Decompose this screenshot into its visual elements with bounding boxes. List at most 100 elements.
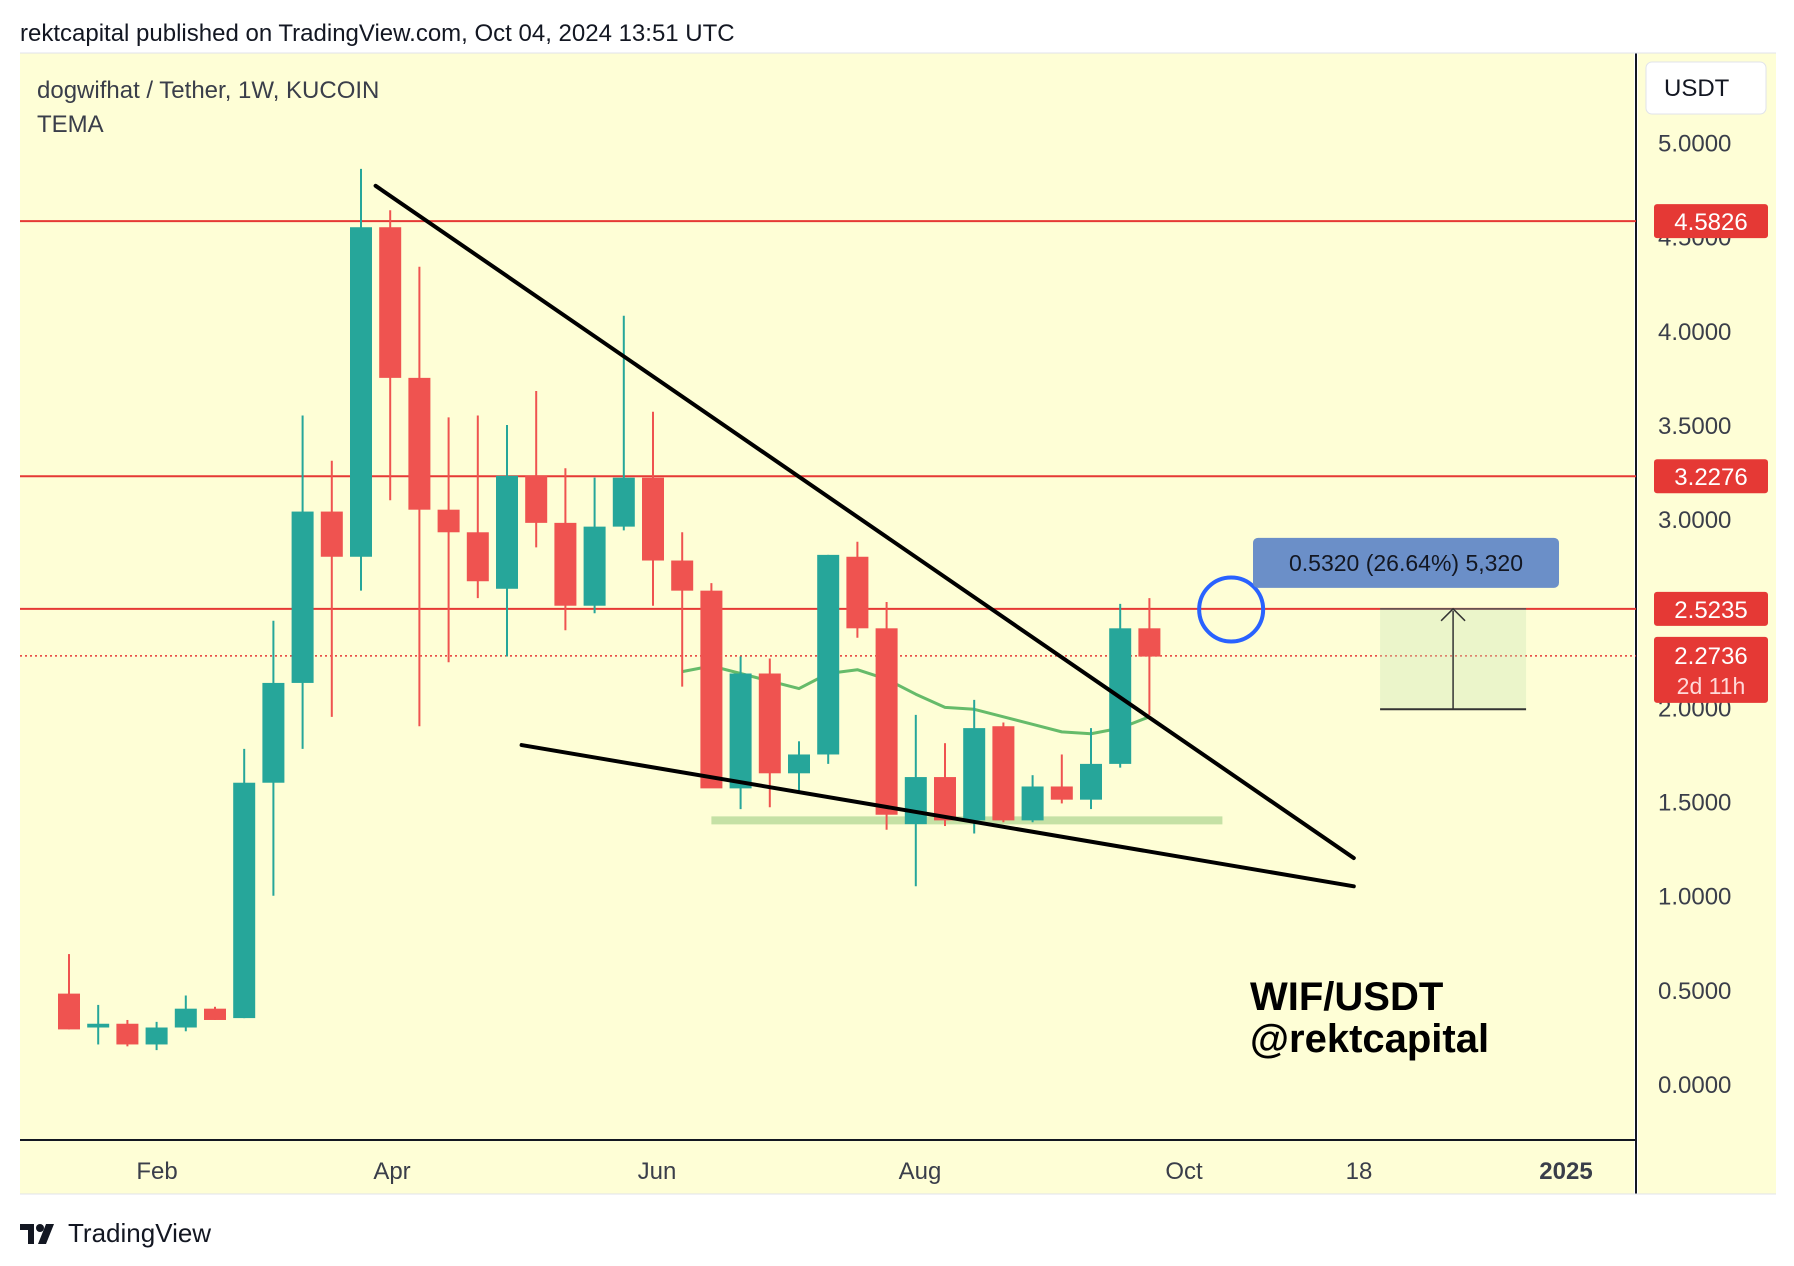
candle-bullish[interactable] xyxy=(963,699,986,834)
y-tick-label: 5.0000 xyxy=(1658,131,1731,158)
y-tick-label: 4.0000 xyxy=(1658,319,1731,346)
candle-body xyxy=(233,782,256,1019)
candle-bullish[interactable] xyxy=(262,620,285,896)
candle-bullish[interactable] xyxy=(729,656,752,810)
y-tick-label: 0.0000 xyxy=(1658,1072,1731,1099)
legend-indicator[interactable]: TEMA xyxy=(37,111,104,138)
candle-bullish[interactable] xyxy=(174,995,197,1032)
y-tick-label: 1.0000 xyxy=(1658,884,1731,911)
candle-body xyxy=(1080,763,1102,800)
level-price-label: 2.5235 xyxy=(1674,597,1747,624)
candle-bullish[interactable] xyxy=(788,741,810,793)
candle-bullish[interactable] xyxy=(350,168,372,591)
candle-body xyxy=(291,511,314,683)
candle-bearish[interactable] xyxy=(116,1019,139,1047)
candle-bullish[interactable] xyxy=(233,748,256,1019)
candle-body xyxy=(350,227,372,557)
measure-label-box xyxy=(1253,537,1559,588)
candle-body xyxy=(934,777,956,821)
candle-body xyxy=(992,726,1015,821)
level-price-label: 4.5826 xyxy=(1674,209,1747,236)
x-tick-label: Aug xyxy=(899,1158,942,1185)
candle-body xyxy=(1138,628,1161,657)
x-tick-label: Apr xyxy=(373,1158,410,1185)
candle-bullish[interactable] xyxy=(496,424,518,657)
tradingview-logo-icon xyxy=(20,1223,54,1244)
candle-body xyxy=(437,509,460,533)
last-price-label: 2.2736 xyxy=(1674,643,1747,670)
candle-body xyxy=(875,628,898,815)
candle-body xyxy=(700,590,723,789)
candle-bullish[interactable] xyxy=(1080,728,1102,810)
candle-bearish[interactable] xyxy=(58,954,80,1030)
currency-button-label[interactable]: USDT xyxy=(1664,75,1730,102)
candle-body xyxy=(1050,786,1073,800)
candle-body xyxy=(846,556,869,629)
candle-bullish[interactable] xyxy=(612,315,635,531)
candle-body xyxy=(554,522,577,606)
watermark-pair: WIF/USDT xyxy=(1250,975,1443,1019)
candle-body xyxy=(1021,786,1044,821)
candle-bearish[interactable] xyxy=(525,391,548,548)
level-price-tag xyxy=(1654,204,1768,239)
level-price-tag xyxy=(1654,459,1768,494)
candle-bearish[interactable] xyxy=(379,210,402,501)
candle-bullish[interactable] xyxy=(1021,775,1044,823)
candle-body xyxy=(788,754,810,774)
x-tick-label: 2025 xyxy=(1539,1158,1592,1185)
candle-body xyxy=(963,728,986,821)
candle-body xyxy=(262,682,285,783)
candle-bullish[interactable] xyxy=(145,1021,168,1051)
candle-bearish[interactable] xyxy=(437,417,460,663)
candle-body xyxy=(174,1008,197,1028)
y-tick-label: 0.5000 xyxy=(1658,978,1731,1005)
candle-body xyxy=(87,1023,110,1028)
watermark-author: @rektcapital xyxy=(1250,1017,1489,1061)
candle-bullish[interactable] xyxy=(1109,603,1132,768)
candle-body xyxy=(758,673,781,774)
last-price-tag xyxy=(1654,636,1768,703)
candle-bearish[interactable] xyxy=(554,468,577,631)
candle-body xyxy=(525,475,548,523)
candle-bearish[interactable] xyxy=(671,532,694,687)
x-tick-label: Jun xyxy=(638,1158,677,1185)
candle-bullish[interactable] xyxy=(583,477,606,614)
candle-body xyxy=(145,1027,168,1045)
currency-button[interactable] xyxy=(1645,61,1767,115)
candle-bearish[interactable] xyxy=(875,601,898,830)
candle-body xyxy=(671,560,694,591)
legend-symbol[interactable]: dogwifhat / Tether, 1W, KUCOIN xyxy=(37,77,379,104)
candle-body xyxy=(904,777,927,825)
candle-bullish[interactable] xyxy=(87,1004,110,1045)
level-price-label: 3.2276 xyxy=(1674,464,1747,491)
candle-bearish[interactable] xyxy=(204,1006,226,1020)
x-tick-label: 18 xyxy=(1346,1158,1373,1185)
candle-bearish[interactable] xyxy=(642,411,664,606)
candle-bearish[interactable] xyxy=(408,266,431,727)
candle-body xyxy=(379,227,402,378)
candle-bearish[interactable] xyxy=(1138,598,1161,715)
candle-bearish[interactable] xyxy=(846,541,869,638)
candle-body xyxy=(729,673,752,789)
breakout-circle-annotation[interactable] xyxy=(1197,575,1266,644)
candle-bearish[interactable] xyxy=(934,743,956,827)
bar-countdown-label: 2d 11h xyxy=(1677,673,1746,699)
candle-bearish[interactable] xyxy=(758,658,781,808)
trendline-upper[interactable] xyxy=(373,183,1356,861)
candle-bearish[interactable] xyxy=(466,415,489,599)
candle-bearish[interactable] xyxy=(320,460,343,717)
candle-body xyxy=(116,1023,139,1045)
y-tick-label: 3.0000 xyxy=(1658,507,1731,534)
candle-body xyxy=(612,477,635,527)
tradingview-footer[interactable]: TradingView xyxy=(20,1218,211,1249)
trendline-lower[interactable] xyxy=(519,743,1356,889)
candle-bearish[interactable] xyxy=(700,583,723,789)
candle-bullish[interactable] xyxy=(291,415,314,749)
candle-body xyxy=(817,554,840,755)
candle-bearish[interactable] xyxy=(992,722,1015,823)
tradingview-brand: TradingView xyxy=(68,1218,212,1248)
candle-bearish[interactable] xyxy=(1050,754,1073,804)
y-tick-label: 3.5000 xyxy=(1658,413,1731,440)
candle-bullish[interactable] xyxy=(817,554,840,764)
